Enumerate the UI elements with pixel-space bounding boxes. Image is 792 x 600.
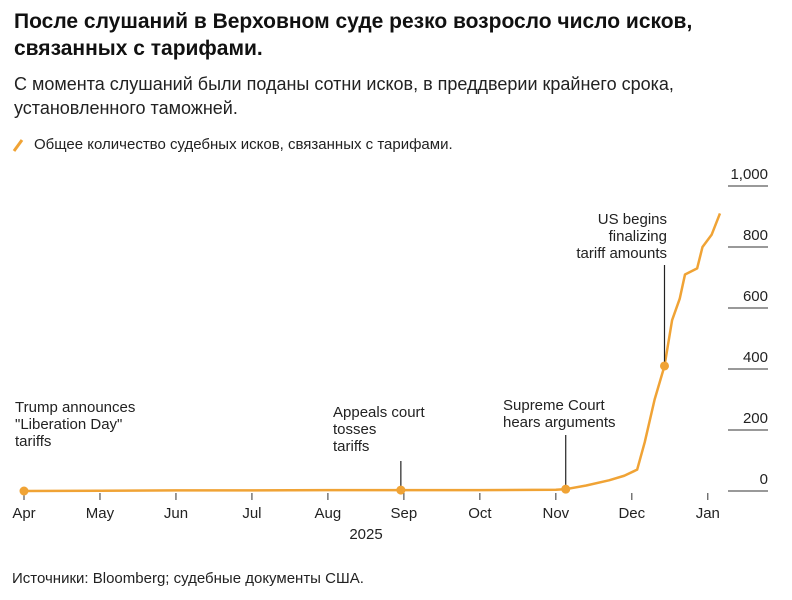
annotation-text: Supreme Court bbox=[503, 397, 606, 414]
x-tick-label: Jul bbox=[242, 505, 261, 522]
annotation-marker bbox=[396, 485, 406, 495]
y-tick-label: 800 bbox=[743, 227, 768, 244]
x-tick-label: Jun bbox=[164, 505, 188, 522]
y-tick-label: 1,000 bbox=[730, 166, 768, 183]
x-tick-label: Sep bbox=[391, 505, 418, 522]
y-tick-label: 400 bbox=[743, 349, 768, 366]
x-tick-label: Nov bbox=[543, 505, 570, 522]
annotation-text: tariffs bbox=[15, 433, 51, 450]
annotation-text: Trump announces bbox=[15, 399, 135, 416]
x-axis-label: 2025 bbox=[349, 526, 382, 543]
annotation-text: tosses bbox=[333, 421, 376, 438]
y-tick-label: 200 bbox=[743, 410, 768, 427]
legend-label: Общее количество судебных исков, связанн… bbox=[34, 136, 453, 153]
x-tick-label: Jan bbox=[696, 505, 720, 522]
chart-subtitle: С момента слушаний были поданы сотни иск… bbox=[14, 74, 674, 118]
annotation-marker bbox=[561, 484, 571, 494]
x-tick-label: Dec bbox=[618, 505, 645, 522]
annotation-text: Appeals court bbox=[333, 404, 426, 421]
data-line bbox=[23, 212, 722, 493]
annotation-marker bbox=[659, 361, 669, 371]
annotation-text: finalizing bbox=[609, 228, 667, 245]
x-tick-label: Aug bbox=[315, 505, 342, 522]
source: Источники: Bloomberg; судебные документы… bbox=[12, 570, 364, 587]
annotation-text: "Liberation Day" bbox=[15, 416, 122, 433]
annotation-text: tariff amounts bbox=[576, 245, 667, 262]
annotation-marker bbox=[19, 486, 29, 496]
y-tick-label: 600 bbox=[743, 288, 768, 305]
annotation-text: US begins bbox=[598, 211, 667, 228]
x-tick-label: May bbox=[86, 505, 115, 522]
legend-swatch bbox=[12, 139, 24, 152]
x-tick-label: Apr bbox=[12, 505, 35, 522]
annotation-text: tariffs bbox=[333, 438, 369, 455]
annotation-text: hears arguments bbox=[503, 414, 616, 431]
y-tick-label: 0 bbox=[760, 471, 768, 488]
chart-title: После слушаний в Верховном суде резко во… bbox=[14, 10, 693, 60]
x-tick-label: Oct bbox=[468, 505, 492, 522]
